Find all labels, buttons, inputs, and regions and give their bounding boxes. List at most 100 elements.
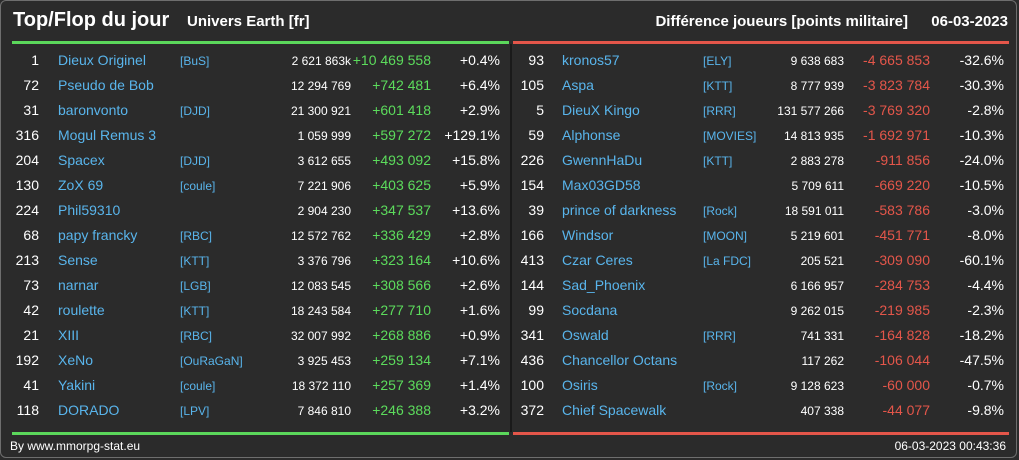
alliance-tag-link[interactable]: [BuS] xyxy=(180,54,210,68)
player-rank: 39 xyxy=(528,202,544,218)
player-rank: 41 xyxy=(23,377,39,393)
player-name-link[interactable]: prince of darkness xyxy=(562,202,677,218)
points-delta: -164 828 xyxy=(874,327,930,343)
player-name-link[interactable]: Sad_Phoenix xyxy=(562,277,646,293)
player-rank: 100 xyxy=(520,377,544,393)
alliance-tag-link[interactable]: [KTT] xyxy=(180,254,210,268)
player-rank: 224 xyxy=(15,202,39,218)
player-name-link[interactable]: DORADO xyxy=(58,402,120,418)
player-name-link[interactable]: DieuX Kingo xyxy=(562,102,640,118)
alliance-tag-link[interactable]: [LPV] xyxy=(180,404,210,418)
player-name-link[interactable]: XeNo xyxy=(58,352,94,368)
player-points: 3 376 796 xyxy=(297,254,351,268)
points-delta-percent: -3.0% xyxy=(967,202,1004,218)
flop-row: 226 GwennHaDu [KTT] 2 883 278 -911 856 -24.0% xyxy=(513,149,1013,174)
alliance-tag-link[interactable]: [coule] xyxy=(180,379,216,393)
player-name-link[interactable]: baronvonto xyxy=(58,102,129,118)
player-name-link[interactable]: Windsor xyxy=(562,227,614,243)
top-row: 68 papy francky [RBC] 12 572 762 +336 429 +2.… xyxy=(1,224,509,249)
player-name-link[interactable]: Alphonse xyxy=(562,127,621,143)
player-name-link[interactable]: ZoX 69 xyxy=(58,177,104,193)
alliance-tag-link[interactable]: [Rock] xyxy=(703,204,738,218)
player-rank: 144 xyxy=(520,277,544,293)
alliance-tag-link[interactable]: [La FDC] xyxy=(703,254,752,268)
footer-credit: By www.mmorpg-stat.eu xyxy=(10,439,141,453)
alliance-tag-link[interactable]: [RRR] xyxy=(703,329,736,343)
points-delta-percent: -0.7% xyxy=(967,377,1004,393)
alliance-tag-link[interactable]: [coule] xyxy=(180,179,216,193)
player-rank: 59 xyxy=(528,127,544,143)
player-name-link[interactable]: Oswald xyxy=(562,327,609,343)
points-delta-percent: +3.2% xyxy=(459,402,500,418)
alliance-tag-link[interactable]: [KTT] xyxy=(180,304,210,318)
player-name-link[interactable]: Czar Ceres xyxy=(562,252,633,268)
player-name-link[interactable]: Aspa xyxy=(562,77,594,93)
player-name-link[interactable]: Chief Spacewalk xyxy=(562,402,667,418)
player-name-link[interactable]: papy francky xyxy=(58,227,138,243)
points-delta: -669 220 xyxy=(874,177,930,193)
alliance-tag-link[interactable]: [LGB] xyxy=(180,279,211,293)
points-delta: +257 369 xyxy=(372,377,431,393)
alliance-tag-link[interactable]: [MOVIES] xyxy=(703,129,757,143)
player-rank: 73 xyxy=(23,277,39,293)
player-name-link[interactable]: Chancellor Octans xyxy=(562,352,678,368)
player-name-link[interactable]: GwennHaDu xyxy=(562,152,643,168)
points-delta-percent: +7.1% xyxy=(459,352,500,368)
alliance-tag-link[interactable]: [RRR] xyxy=(703,104,736,118)
alliance-tag-link[interactable]: [KTT] xyxy=(703,154,733,168)
alliance-tag-link[interactable]: [Rock] xyxy=(703,379,738,393)
flop-row: 154 Max03GD58 5 709 611 -669 220 -10.5% xyxy=(513,174,1013,199)
player-name-link[interactable]: Max03GD58 xyxy=(562,177,641,193)
points-delta-percent: +2.6% xyxy=(459,277,500,293)
player-points: 9 262 015 xyxy=(790,304,844,318)
alliance-tag-link[interactable]: [RBC] xyxy=(180,229,213,243)
player-points: 407 338 xyxy=(800,404,844,418)
alliance-tag-link[interactable]: [DJD] xyxy=(180,104,210,118)
metric-label: Différence joueurs [points militaire] xyxy=(655,13,908,30)
points-delta: +403 625 xyxy=(372,177,431,193)
player-name-link[interactable]: Mogul Remus 3 xyxy=(58,127,157,143)
player-name-link[interactable]: Pseudo de Bob xyxy=(58,77,154,93)
player-name-link[interactable]: Spacex xyxy=(58,152,105,168)
points-delta-percent: -10.5% xyxy=(959,177,1004,193)
player-name-link[interactable]: narnar xyxy=(58,277,99,293)
player-name-link[interactable]: Yakini xyxy=(58,377,96,393)
points-delta-percent: -8.0% xyxy=(967,227,1004,243)
alliance-tag-link[interactable]: [KTT] xyxy=(703,79,733,93)
alliance-tag-link[interactable]: [MOON] xyxy=(703,229,747,243)
alliance-tag-link[interactable]: [ELY] xyxy=(703,54,732,68)
points-delta-percent: -10.3% xyxy=(959,127,1004,143)
top-row: 73 narnar [LGB] 12 083 545 +308 566 +2.6% xyxy=(1,274,509,299)
flop-panel: 93 kronos57 [ELY] 9 638 683 -4 665 853 -32.6%… xyxy=(513,49,1013,424)
player-rank: 93 xyxy=(528,52,544,68)
alliance-tag-link[interactable]: [OuRaGaN] xyxy=(180,354,243,368)
top-row: 42 roulette [KTT] 18 243 584 +277 710 +1.6% xyxy=(1,299,509,324)
player-points: 18 372 110 xyxy=(291,379,351,393)
player-rank: 341 xyxy=(520,327,544,343)
alliance-tag-link[interactable]: [DJD] xyxy=(180,154,210,168)
points-delta: +323 164 xyxy=(372,252,431,268)
alliance-tag-link[interactable]: [RBC] xyxy=(180,329,213,343)
player-name-link[interactable]: Socdana xyxy=(562,302,618,318)
player-rank: 68 xyxy=(23,227,39,243)
player-name-link[interactable]: kronos57 xyxy=(562,52,620,68)
player-name-link[interactable]: Phil59310 xyxy=(58,202,121,218)
player-points: 3 612 655 xyxy=(297,154,351,168)
points-delta: +10 469 558 xyxy=(352,52,431,68)
player-points: 8 777 939 xyxy=(790,79,844,93)
player-points: 117 262 xyxy=(801,354,845,368)
player-name-link[interactable]: roulette xyxy=(58,302,105,318)
player-name-link[interactable]: XIII xyxy=(58,327,80,343)
flop-row: 144 Sad_Phoenix 6 166 957 -284 753 -4.4% xyxy=(513,274,1013,299)
player-rank: 372 xyxy=(520,402,544,418)
player-points: 7 846 810 xyxy=(297,404,351,418)
top-row: 21 XIII [RBC] 32 007 992 +268 886 +0.9% xyxy=(1,324,509,349)
flop-row: 100 Osiris [Rock] 9 128 623 -60 000 -0.7% xyxy=(513,374,1013,399)
player-name-link[interactable]: Sense xyxy=(58,252,98,268)
player-name-link[interactable]: Dieux Originel xyxy=(58,52,146,68)
player-name-link[interactable]: Osiris xyxy=(562,377,598,393)
player-rank: 118 xyxy=(16,402,39,418)
top-row: 224 Phil59310 2 904 230 +347 537 +13.6% xyxy=(1,199,509,224)
player-rank: 42 xyxy=(23,302,39,318)
